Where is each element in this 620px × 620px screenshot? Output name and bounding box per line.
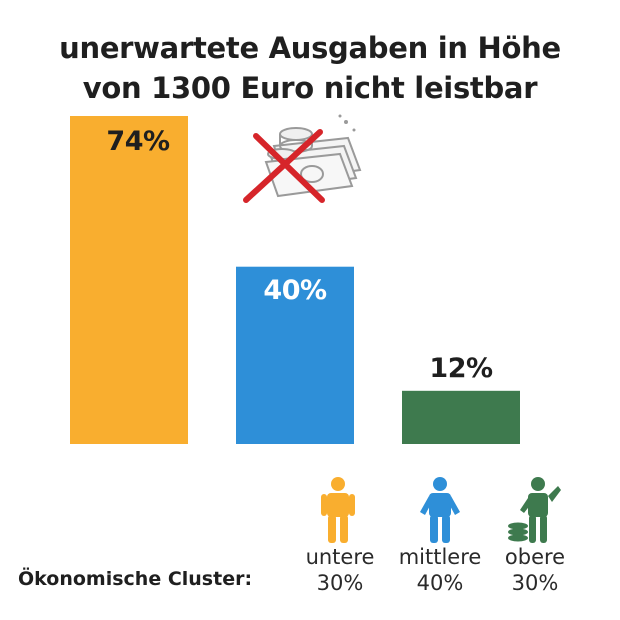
person-with-coins-icon [508, 477, 561, 543]
cluster-name-mittlere: mittlere [398, 545, 482, 569]
bar-value-label-mittlere: 40% [263, 274, 327, 306]
bar-value-label-obere: 12% [429, 352, 493, 384]
cluster-share-obere: 30% [511, 571, 559, 595]
cluster-share-mittlere: 40% [416, 571, 464, 595]
chart-title-line-1: unerwartete Ausgaben in Höhe [59, 31, 561, 65]
cluster-mittlere: mittlere 40% [385, 544, 495, 596]
person-standing-icon [321, 477, 355, 543]
cluster-share-untere: 30% [316, 571, 364, 595]
cluster-name-untere: untere [305, 545, 375, 569]
person-waving-icon [420, 477, 460, 543]
cluster-untere: untere 30% [285, 544, 395, 596]
axis-caption: Ökonomische Cluster: [18, 568, 253, 590]
chart-title-line-2: von 1300 Euro nicht leistbar [82, 71, 538, 105]
bar-value-label-untere: 74% [106, 126, 170, 157]
bar-untere [70, 116, 188, 444]
money-crossed-out-icon [243, 114, 362, 203]
cluster-obere: obere 30% [480, 544, 590, 596]
bar-mittlere [236, 266, 354, 444]
cluster-name-obere: obere [504, 545, 566, 569]
bar-obere [402, 390, 520, 444]
chart-title: unerwartete Ausgaben in Höhe von 1300 Eu… [0, 28, 620, 108]
